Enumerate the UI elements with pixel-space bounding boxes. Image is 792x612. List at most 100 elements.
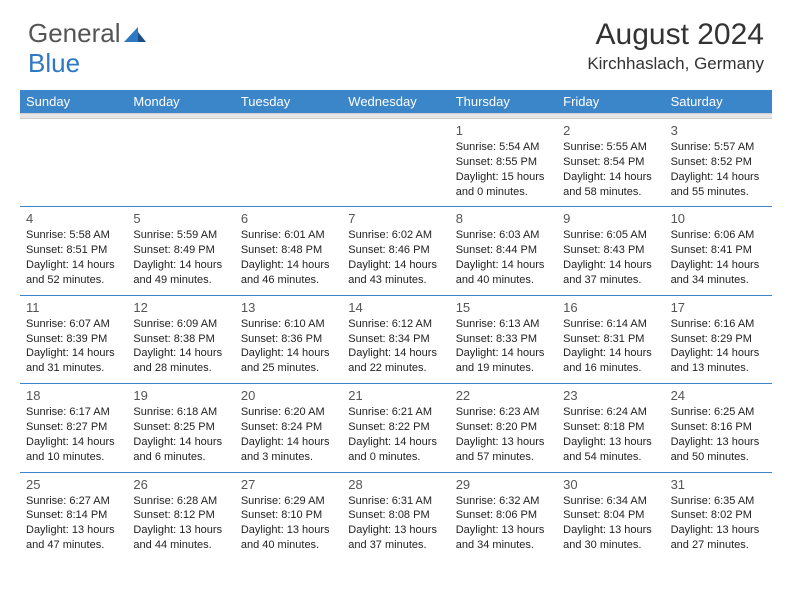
day-cell: 4Sunrise: 5:58 AMSunset: 8:51 PMDaylight… (20, 207, 127, 293)
day-number: 16 (563, 300, 658, 315)
day-number: 26 (133, 477, 228, 492)
day-cell: 23 Sunrise: 6:24 AMSunset: 8:18 PMDayligh… (557, 384, 664, 470)
dow-row: SundayMondayTuesdayWednesdayThursdayFrid… (20, 90, 772, 113)
day-info: Sunrise: 5:57 AMSunset: 8:52 PMDaylight:… (671, 140, 766, 199)
weeks-container: 1 Sunrise: 5:54 AMSunset: 8:55 PMDaylight… (20, 119, 772, 559)
day-info: Sunrise: 6:17 AMSunset: 8:27 PMDaylight:… (26, 405, 121, 464)
day-cell: 19 Sunrise: 6:18 AMSunset: 8:25 PMDayligh… (127, 384, 234, 470)
day-info: Sunrise: 6:09 AMSunset: 8:38 PMDaylight:… (133, 317, 228, 376)
day-cell (235, 119, 342, 205)
day-number: 1 (456, 123, 551, 138)
title-block: August 2024 Kirchhaslach, Germany (587, 18, 764, 74)
day-cell: 24Sunrise: 6:25 AMSunset: 8:16 PMDayligh… (665, 384, 772, 470)
day-info: Sunrise: 6:35 AMSunset: 8:02 PMDaylight:… (671, 494, 766, 553)
day-cell: 16 Sunrise: 6:14 AMSunset: 8:31 PMDayligh… (557, 296, 664, 382)
day-info: Sunrise: 6:34 AMSunset: 8:04 PMDaylight:… (563, 494, 658, 553)
day-cell: 13 Sunrise: 6:10 AMSunset: 8:36 PMDayligh… (235, 296, 342, 382)
day-cell: 11 Sunrise: 6:07 AMSunset: 8:39 PMDayligh… (20, 296, 127, 382)
day-number: 21 (348, 388, 443, 403)
day-cell (20, 119, 127, 205)
day-cell: 18 Sunrise: 6:17 AMSunset: 8:27 PMDayligh… (20, 384, 127, 470)
day-cell: 29Sunrise: 6:32 AMSunset: 8:06 PMDayligh… (450, 473, 557, 559)
day-number: 19 (133, 388, 228, 403)
day-info: Sunrise: 5:59 AMSunset: 8:49 PMDaylight:… (133, 228, 228, 287)
day-number: 15 (456, 300, 551, 315)
day-cell: 3 Sunrise: 5:57 AMSunset: 8:52 PMDaylight… (665, 119, 772, 205)
week-row: 4Sunrise: 5:58 AMSunset: 8:51 PMDaylight… (20, 207, 772, 293)
day-number: 14 (348, 300, 443, 315)
day-number: 22 (456, 388, 551, 403)
dow-cell: Saturday (665, 90, 772, 113)
week-row: 18 Sunrise: 6:17 AMSunset: 8:27 PMDayligh… (20, 384, 772, 470)
day-info: Sunrise: 6:27 AMSunset: 8:14 PMDaylight:… (26, 494, 121, 553)
day-number: 3 (671, 123, 766, 138)
day-info: Sunrise: 6:16 AMSunset: 8:29 PMDaylight:… (671, 317, 766, 376)
day-cell: 1 Sunrise: 5:54 AMSunset: 8:55 PMDaylight… (450, 119, 557, 205)
day-number: 13 (241, 300, 336, 315)
day-number: 23 (563, 388, 658, 403)
day-cell: 14 Sunrise: 6:12 AMSunset: 8:34 PMDayligh… (342, 296, 449, 382)
day-cell: 22 Sunrise: 6:23 AMSunset: 8:20 PMDayligh… (450, 384, 557, 470)
day-cell: 26 Sunrise: 6:28 AMSunset: 8:12 PMDayligh… (127, 473, 234, 559)
day-number: 5 (133, 211, 228, 226)
day-info: Sunrise: 6:12 AMSunset: 8:34 PMDaylight:… (348, 317, 443, 376)
day-info: Sunrise: 5:55 AMSunset: 8:54 PMDaylight:… (563, 140, 658, 199)
day-number: 31 (671, 477, 766, 492)
day-cell: 9 Sunrise: 6:05 AMSunset: 8:43 PMDaylight… (557, 207, 664, 293)
day-cell: 20 Sunrise: 6:20 AMSunset: 8:24 PMDayligh… (235, 384, 342, 470)
day-info: Sunrise: 6:10 AMSunset: 8:36 PMDaylight:… (241, 317, 336, 376)
day-info: Sunrise: 6:01 AMSunset: 8:48 PMDaylight:… (241, 228, 336, 287)
day-cell (127, 119, 234, 205)
dow-cell: Wednesday (342, 90, 449, 113)
day-number: 7 (348, 211, 443, 226)
calendar: SundayMondayTuesdayWednesdayThursdayFrid… (20, 90, 772, 559)
header: General August 2024 Kirchhaslach, German… (0, 0, 792, 82)
day-info: Sunrise: 6:05 AMSunset: 8:43 PMDaylight:… (563, 228, 658, 287)
day-info: Sunrise: 6:14 AMSunset: 8:31 PMDaylight:… (563, 317, 658, 376)
day-number: 9 (563, 211, 658, 226)
day-info: Sunrise: 6:20 AMSunset: 8:24 PMDaylight:… (241, 405, 336, 464)
day-number: 20 (241, 388, 336, 403)
day-number: 29 (456, 477, 551, 492)
day-info: Sunrise: 6:21 AMSunset: 8:22 PMDaylight:… (348, 405, 443, 464)
dow-cell: Friday (557, 90, 664, 113)
day-number: 27 (241, 477, 336, 492)
day-info: Sunrise: 6:07 AMSunset: 8:39 PMDaylight:… (26, 317, 121, 376)
day-number: 12 (133, 300, 228, 315)
day-number: 6 (241, 211, 336, 226)
day-number: 24 (671, 388, 766, 403)
day-number: 2 (563, 123, 658, 138)
day-number: 28 (348, 477, 443, 492)
dow-cell: Sunday (20, 90, 127, 113)
dow-cell: Tuesday (235, 90, 342, 113)
day-info: Sunrise: 6:06 AMSunset: 8:41 PMDaylight:… (671, 228, 766, 287)
day-info: Sunrise: 5:58 AMSunset: 8:51 PMDaylight:… (26, 228, 121, 287)
day-cell: 25Sunrise: 6:27 AMSunset: 8:14 PMDayligh… (20, 473, 127, 559)
day-cell: 17 Sunrise: 6:16 AMSunset: 8:29 PMDayligh… (665, 296, 772, 382)
day-info: Sunrise: 6:24 AMSunset: 8:18 PMDaylight:… (563, 405, 658, 464)
logo-icon (124, 24, 146, 44)
day-cell: 12 Sunrise: 6:09 AMSunset: 8:38 PMDayligh… (127, 296, 234, 382)
logo-text-2: Blue (28, 48, 80, 79)
day-info: Sunrise: 6:18 AMSunset: 8:25 PMDaylight:… (133, 405, 228, 464)
day-cell: 8 Sunrise: 6:03 AMSunset: 8:44 PMDaylight… (450, 207, 557, 293)
day-number: 8 (456, 211, 551, 226)
day-cell: 6 Sunrise: 6:01 AMSunset: 8:48 PMDaylight… (235, 207, 342, 293)
day-info: Sunrise: 6:29 AMSunset: 8:10 PMDaylight:… (241, 494, 336, 553)
day-cell: 31 Sunrise: 6:35 AMSunset: 8:02 PMDayligh… (665, 473, 772, 559)
day-cell: 30Sunrise: 6:34 AMSunset: 8:04 PMDayligh… (557, 473, 664, 559)
week-row: 1 Sunrise: 5:54 AMSunset: 8:55 PMDaylight… (20, 119, 772, 205)
day-cell: 27 Sunrise: 6:29 AMSunset: 8:10 PMDayligh… (235, 473, 342, 559)
day-info: Sunrise: 6:31 AMSunset: 8:08 PMDaylight:… (348, 494, 443, 553)
day-info: Sunrise: 6:28 AMSunset: 8:12 PMDaylight:… (133, 494, 228, 553)
dow-cell: Thursday (450, 90, 557, 113)
day-info: Sunrise: 6:03 AMSunset: 8:44 PMDaylight:… (456, 228, 551, 287)
day-cell: 7Sunrise: 6:02 AMSunset: 8:46 PMDaylight… (342, 207, 449, 293)
day-number: 17 (671, 300, 766, 315)
day-info: Sunrise: 6:23 AMSunset: 8:20 PMDaylight:… (456, 405, 551, 464)
day-number: 11 (26, 300, 121, 315)
day-cell: 28 Sunrise: 6:31 AMSunset: 8:08 PMDayligh… (342, 473, 449, 559)
day-number: 18 (26, 388, 121, 403)
day-cell (342, 119, 449, 205)
day-info: Sunrise: 5:54 AMSunset: 8:55 PMDaylight:… (456, 140, 551, 199)
